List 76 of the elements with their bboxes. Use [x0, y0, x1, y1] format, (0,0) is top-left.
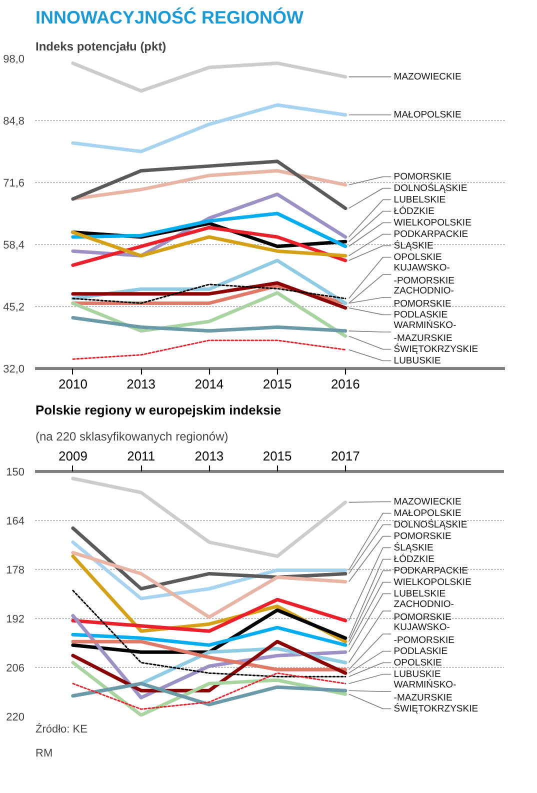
- y-tick-label: 32,0: [3, 364, 25, 376]
- line-series: [71, 598, 348, 633]
- text: DOLNOŚLĄSKIE: [394, 182, 468, 194]
- text: PODKARPACKIE: [394, 565, 468, 576]
- line-series: [71, 226, 348, 267]
- y-tick-label: 206: [6, 662, 25, 674]
- chart-title: INNOWACYJNOŚĆ REGIONÓW: [36, 8, 304, 28]
- text: MAŁOPOLSKIE: [394, 508, 462, 519]
- text: Źródło: KE: [36, 722, 88, 736]
- text: WIELKOPOLSKIE: [394, 576, 472, 588]
- x-tick-label: 2010: [58, 376, 88, 392]
- x-tick-label: 2013: [194, 448, 224, 464]
- text: WARMIŃSKO- -MAZURSKIE: [394, 319, 456, 344]
- line-series: [71, 103, 348, 154]
- text: DOLNOŚLĄSKIE: [394, 518, 468, 530]
- y-tick-label: 98,0: [3, 54, 25, 66]
- chart-subtitle: Indeks potencjału (pkt): [36, 40, 166, 54]
- text: PODKARPACKIE: [394, 228, 468, 240]
- text: PODLASKIE: [394, 646, 448, 657]
- line-series: [71, 540, 348, 600]
- x-tick-label: 2011: [127, 448, 156, 464]
- line-series: [71, 550, 348, 619]
- text: RM: [36, 748, 53, 760]
- text: LUBELSKIE: [394, 194, 446, 206]
- y-tick-label: 220: [6, 712, 25, 724]
- line-series: [71, 476, 348, 558]
- text: WIELKOPOLSKIE: [394, 217, 472, 228]
- text: ZACHODNIO- POMORSKIE: [394, 599, 454, 623]
- x-tick-label: 2015: [262, 376, 292, 392]
- line-series: [71, 682, 348, 706]
- text: ŚLĄSKIE: [394, 541, 434, 554]
- text: PODLASKIE: [394, 309, 448, 320]
- x-tick-label: 2009: [58, 448, 88, 464]
- text: KUJAWSKO- -POMORSKIE: [394, 262, 454, 286]
- text: ZACHODNIO- POMORSKIE: [394, 286, 454, 310]
- text: WARMIŃSKO- -MAZURSKIE: [394, 678, 456, 704]
- x-tick-label: 2014: [194, 376, 224, 392]
- y-tick-label: 84,8: [3, 116, 25, 128]
- line-series: [72, 340, 346, 360]
- text: MAŁOPOLSKIE: [394, 109, 462, 120]
- y-tick-label: 164: [6, 516, 25, 528]
- line-series: [71, 160, 348, 210]
- text: LUBUSKIE: [394, 668, 441, 680]
- y-tick-label: 178: [6, 564, 25, 576]
- y-tick-label: 150: [6, 466, 25, 478]
- y-tick-label: 71,6: [3, 178, 25, 190]
- text: MAZOWIECKIE: [394, 496, 462, 508]
- line-series: [71, 230, 348, 258]
- text: ŁÓDZKIE: [394, 552, 434, 565]
- text: ŚWIĘTOKRZYSKIE: [394, 342, 478, 355]
- y-tick-label: 45,2: [3, 302, 25, 314]
- text: OPOLSKIE: [394, 657, 442, 668]
- text: ŚLĄSKIE: [394, 239, 434, 252]
- line-series: [71, 626, 348, 647]
- x-tick-label: 2016: [330, 376, 360, 392]
- x-tick-label: 2015: [262, 448, 292, 464]
- text: LUBELSKIE: [394, 588, 446, 600]
- y-tick-label: 192: [6, 614, 25, 626]
- line-series: [71, 212, 348, 248]
- y-tick-label: 58,4: [3, 240, 25, 252]
- text: KUJAWSKO- -POMORSKIE: [394, 622, 454, 646]
- x-tick-label: 2017: [330, 448, 360, 464]
- line-series: [72, 590, 346, 678]
- text: MAZOWIECKIE: [394, 71, 462, 82]
- text: LUBUSKIE: [394, 355, 441, 366]
- line-series: [72, 672, 346, 710]
- text: POMORSKIE: [394, 171, 452, 182]
- x-tick-label: 2013: [126, 376, 156, 392]
- chart-subtitle: (na 220 sklasyfikowanych regionów): [36, 430, 228, 444]
- text: POMORSKIE: [394, 530, 452, 542]
- chart-title: Polskie regiony w europejskim indeksie: [36, 402, 282, 418]
- text: OPOLSKIE: [394, 252, 442, 263]
- text: ŁÓDZKIE: [394, 204, 434, 217]
- line-series: [71, 61, 348, 93]
- text: ŚWIĘTOKRZYSKIE: [394, 702, 478, 714]
- line-series: [71, 169, 348, 201]
